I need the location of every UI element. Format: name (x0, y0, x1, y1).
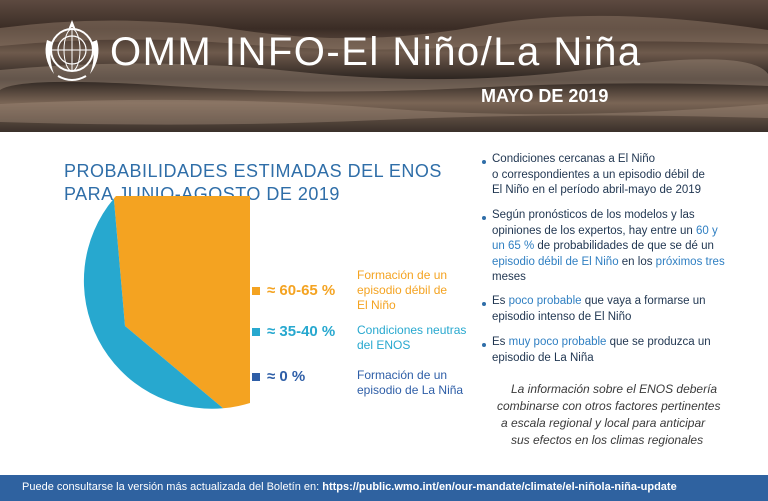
pie-slice-neutral (83, 198, 224, 409)
key-message-4: Es muy poco probable que se produzca un … (492, 336, 711, 364)
legend-label-el-nino: Formación de un episodio débil de El Niñ… (357, 268, 448, 312)
page-title: OMM INFO-El Niño/La Niña (110, 30, 642, 74)
legend-swatch-neutral (252, 328, 260, 336)
pie-slice-el-nino (113, 196, 250, 409)
key-message-3: Es poco probable que vaya a formarse un … (492, 295, 706, 323)
legend-swatch-la-nina (252, 373, 260, 381)
legend-label-la-nina: Formación de un episodio de La Niña (357, 368, 464, 397)
footer-text: Puede consultarse la versión más actuali… (22, 481, 677, 493)
legend-value-neutral: ≈ 35-40 % (267, 323, 336, 340)
enso-probability-pie-chart (83, 196, 250, 409)
bulletin-link[interactable]: https://public.wmo.int/en/our-mandate/cl… (322, 481, 677, 493)
issue-date: MAYO DE 2019 (481, 86, 609, 106)
chart-title-line-1: PROBABILIDADES ESTIMADAS DEL ENOS (64, 161, 442, 181)
bullet-3 (482, 302, 486, 306)
bullet-1 (482, 160, 486, 164)
header-banner: OMM INFO-El Niño/La Niña MAYO DE 2019 (0, 0, 768, 132)
legend-swatch-el-nino (252, 287, 260, 295)
advisory-note: La información sobre el ENOS debería com… (497, 382, 721, 447)
wmo-logo (45, 20, 99, 81)
legend-label-neutral: Condiciones neutras del ENOS (357, 323, 467, 352)
legend-value-la-nina: ≈ 0 % (267, 368, 306, 385)
key-message-2: Según pronósticos de los modelos y las o… (492, 209, 725, 283)
bullet-2 (482, 216, 486, 220)
key-message-1: Condiciones cercanas a El Niño o corresp… (492, 153, 705, 196)
legend-value-el-nino: ≈ 60-65 % (267, 282, 336, 299)
ocean-waves-background (0, 15, 768, 125)
bullet-4 (482, 343, 486, 347)
footer-bar: Puede consultarse la versión más actuali… (0, 475, 768, 501)
